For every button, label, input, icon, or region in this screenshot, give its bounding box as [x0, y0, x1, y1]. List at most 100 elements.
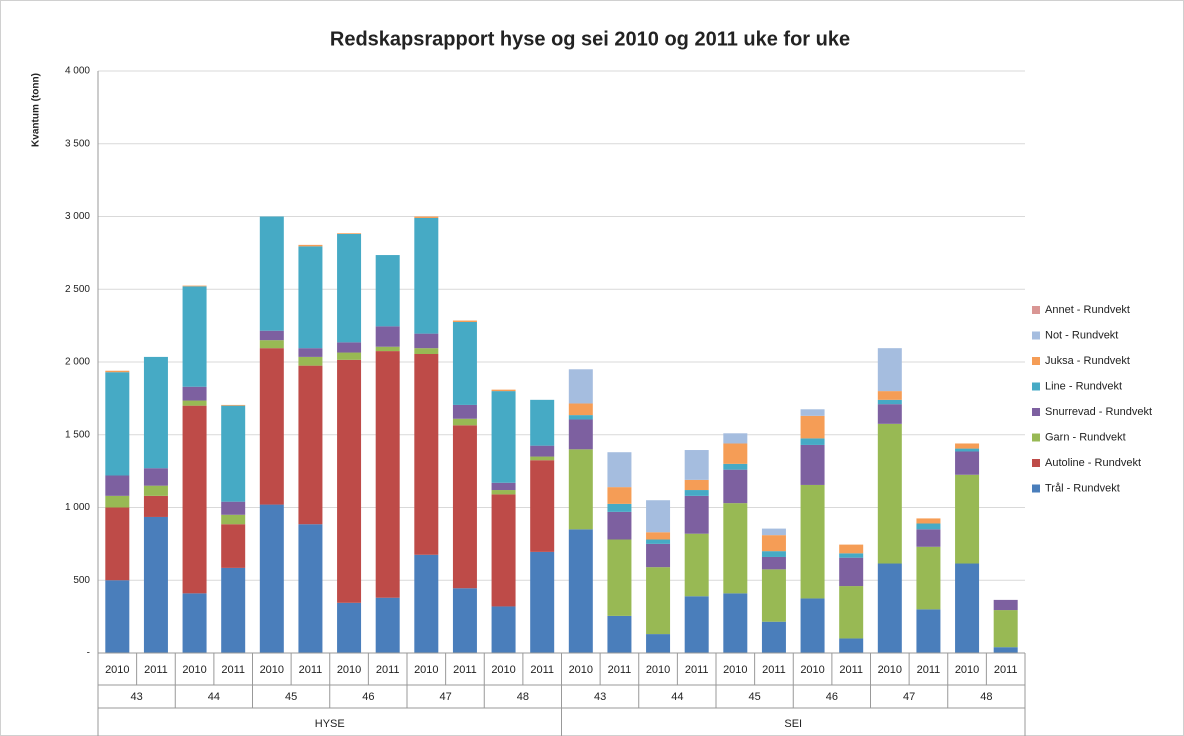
- bar-segment: [877, 404, 902, 424]
- x-tick-label: 2010: [569, 664, 593, 676]
- bar-segment: [761, 621, 786, 653]
- bar-segment: [761, 551, 786, 557]
- bar-segment: [375, 346, 400, 352]
- bar-segment: [955, 448, 980, 452]
- bar-segment: [182, 386, 207, 401]
- week-label: 46: [362, 691, 374, 703]
- bar-segment: [800, 598, 825, 653]
- bar-segment: [414, 216, 439, 218]
- bar-segment: [414, 217, 439, 334]
- bar-segment: [607, 615, 632, 653]
- bar-segment: [182, 593, 207, 653]
- bar-segment: [221, 514, 246, 525]
- x-tick-label: 2010: [491, 664, 515, 676]
- legend-label: Not - Rundvekt: [1045, 329, 1118, 341]
- legend-label: Snurrevad - Rundvekt: [1045, 406, 1152, 418]
- bar-segment: [916, 529, 941, 547]
- bar-segment: [684, 450, 709, 480]
- week-label: 43: [131, 691, 143, 703]
- legend-label: Garn - Rundvekt: [1045, 431, 1126, 443]
- legend-swatch: [1032, 306, 1040, 314]
- bar-segment: [761, 556, 786, 570]
- x-tick-label: 2010: [414, 664, 438, 676]
- bar-segment: [298, 348, 323, 357]
- bar-segment: [916, 523, 941, 530]
- bar-segment: [337, 342, 362, 353]
- bar-segment: [221, 501, 246, 515]
- bar-segment: [568, 403, 593, 416]
- bar-segment: [568, 369, 593, 404]
- bar-segment: [298, 244, 323, 247]
- bar-segment: [414, 554, 439, 653]
- bar-segment: [298, 356, 323, 366]
- legend-swatch: [1032, 433, 1040, 442]
- bar-segment: [375, 326, 400, 347]
- bar-segment: [607, 503, 632, 512]
- y-tick-label: -: [87, 648, 90, 659]
- bar-segment: [143, 356, 168, 469]
- x-tick-label: 2011: [221, 664, 245, 676]
- bar-segment: [337, 359, 362, 603]
- bar-segment: [568, 529, 593, 653]
- bar-segment: [375, 597, 400, 653]
- bar-segment: [877, 348, 902, 392]
- chart-title: Redskapsrapport hyse og sei 2010 og 2011…: [330, 28, 850, 50]
- bar-segment: [105, 507, 130, 581]
- bar-segment: [839, 544, 864, 554]
- x-tick-label: 2011: [762, 664, 786, 676]
- x-tick-label: 2010: [260, 664, 284, 676]
- bar-segment: [607, 539, 632, 616]
- bar-segment: [684, 533, 709, 597]
- y-tick-label: 1 000: [65, 502, 90, 513]
- group-label: SEI: [784, 718, 802, 730]
- bar-segment: [143, 468, 168, 486]
- bar-segment: [259, 330, 284, 341]
- bar-segment: [298, 246, 323, 349]
- bar-segment: [414, 353, 439, 555]
- bar-segment: [452, 321, 477, 405]
- bar-segment: [723, 433, 748, 444]
- bar-segment: [646, 539, 671, 544]
- x-tick-label: 2010: [723, 664, 747, 676]
- bar-segment: [955, 451, 980, 475]
- bar-segment: [337, 602, 362, 653]
- bar-segment: [105, 370, 130, 373]
- week-label: 48: [517, 691, 529, 703]
- bar-segment: [800, 444, 825, 485]
- x-tick-label: 2010: [105, 664, 129, 676]
- bar-segment: [452, 418, 477, 426]
- bar-segment: [993, 647, 1018, 653]
- bar-segment: [491, 606, 516, 653]
- x-tick-label: 2010: [646, 664, 670, 676]
- x-tick-label: 2010: [182, 664, 206, 676]
- bar-segment: [568, 415, 593, 420]
- bar-segment: [375, 255, 400, 327]
- bar-segment: [491, 494, 516, 607]
- bar-segment: [491, 482, 516, 491]
- bar-segment: [143, 485, 168, 496]
- bar-segment: [877, 423, 902, 564]
- bar-segment: [259, 216, 284, 331]
- x-tick-label: 2011: [917, 664, 941, 676]
- legend-swatch: [1032, 382, 1040, 391]
- bar-segment: [877, 399, 902, 405]
- y-tick-label: 4 000: [65, 66, 90, 77]
- bar-segment: [955, 563, 980, 653]
- week-label: 43: [594, 691, 606, 703]
- legend-label: Autoline - Rundvekt: [1045, 457, 1141, 469]
- bar-segment: [298, 365, 323, 525]
- legend-swatch: [1032, 357, 1040, 365]
- x-tick-label: 2010: [955, 664, 979, 676]
- bar-segment: [105, 580, 130, 653]
- bar-segment: [916, 609, 941, 653]
- bar-segment: [723, 463, 748, 470]
- bar-segment: [993, 610, 1018, 648]
- bar-segment: [646, 567, 671, 635]
- week-label: 47: [440, 691, 452, 703]
- bar-segment: [916, 546, 941, 610]
- bar-segment: [684, 479, 709, 491]
- legend-label: Juksa - Rundvekt: [1045, 355, 1130, 367]
- bar-segment: [491, 389, 516, 392]
- legend-label: Annet - Rundvekt: [1045, 304, 1130, 316]
